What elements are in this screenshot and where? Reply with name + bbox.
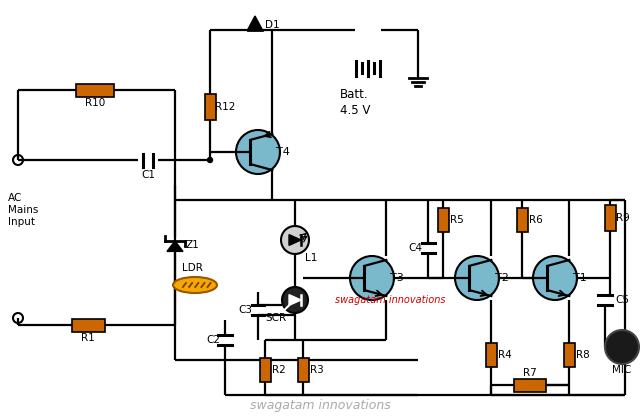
Text: Batt.: Batt. [340,89,369,102]
FancyBboxPatch shape [516,208,527,232]
Text: R1: R1 [81,333,95,343]
FancyBboxPatch shape [205,94,216,120]
Circle shape [236,130,280,174]
FancyBboxPatch shape [72,319,104,331]
FancyBboxPatch shape [438,208,449,232]
Text: R9: R9 [616,213,630,223]
Text: LDR: LDR [182,263,203,273]
Ellipse shape [173,277,217,293]
FancyBboxPatch shape [514,379,546,392]
Text: R3: R3 [310,365,324,375]
Text: 4.5 V: 4.5 V [340,104,371,117]
Text: R10: R10 [85,98,105,108]
Text: C4: C4 [408,243,422,253]
FancyBboxPatch shape [605,205,616,231]
Text: R12: R12 [215,102,235,112]
Text: T1: T1 [573,273,587,283]
Text: R4: R4 [498,350,512,360]
Text: R5: R5 [450,215,464,225]
Text: C3: C3 [238,305,252,315]
Circle shape [605,330,639,364]
Circle shape [281,226,309,254]
Text: MIC: MIC [612,365,632,375]
Circle shape [455,256,499,300]
Text: R7: R7 [523,368,537,378]
Polygon shape [167,241,183,251]
FancyBboxPatch shape [563,343,575,367]
Text: R8: R8 [576,350,590,360]
Text: C2: C2 [206,335,220,345]
Text: swagatam innovations: swagatam innovations [250,400,390,413]
Circle shape [207,158,212,163]
Polygon shape [248,16,262,30]
Text: R2: R2 [272,365,286,375]
Text: R6: R6 [529,215,543,225]
Circle shape [350,256,394,300]
Polygon shape [289,234,301,245]
FancyBboxPatch shape [298,358,308,382]
Circle shape [533,256,577,300]
Text: T4: T4 [276,147,290,157]
Text: L1: L1 [305,253,317,263]
Circle shape [282,287,308,313]
Text: Z1: Z1 [185,240,199,250]
Text: D1: D1 [265,20,279,30]
Polygon shape [289,295,301,306]
FancyBboxPatch shape [486,343,497,367]
Text: T3: T3 [390,273,404,283]
Text: C1: C1 [141,170,155,180]
FancyBboxPatch shape [259,358,271,382]
Text: C5: C5 [615,295,629,305]
Text: SCR: SCR [266,313,287,323]
Text: swagatam innovations: swagatam innovations [335,295,445,305]
FancyBboxPatch shape [76,84,114,97]
Text: AC
Mains
Input: AC Mains Input [8,194,38,227]
Text: T2: T2 [495,273,509,283]
